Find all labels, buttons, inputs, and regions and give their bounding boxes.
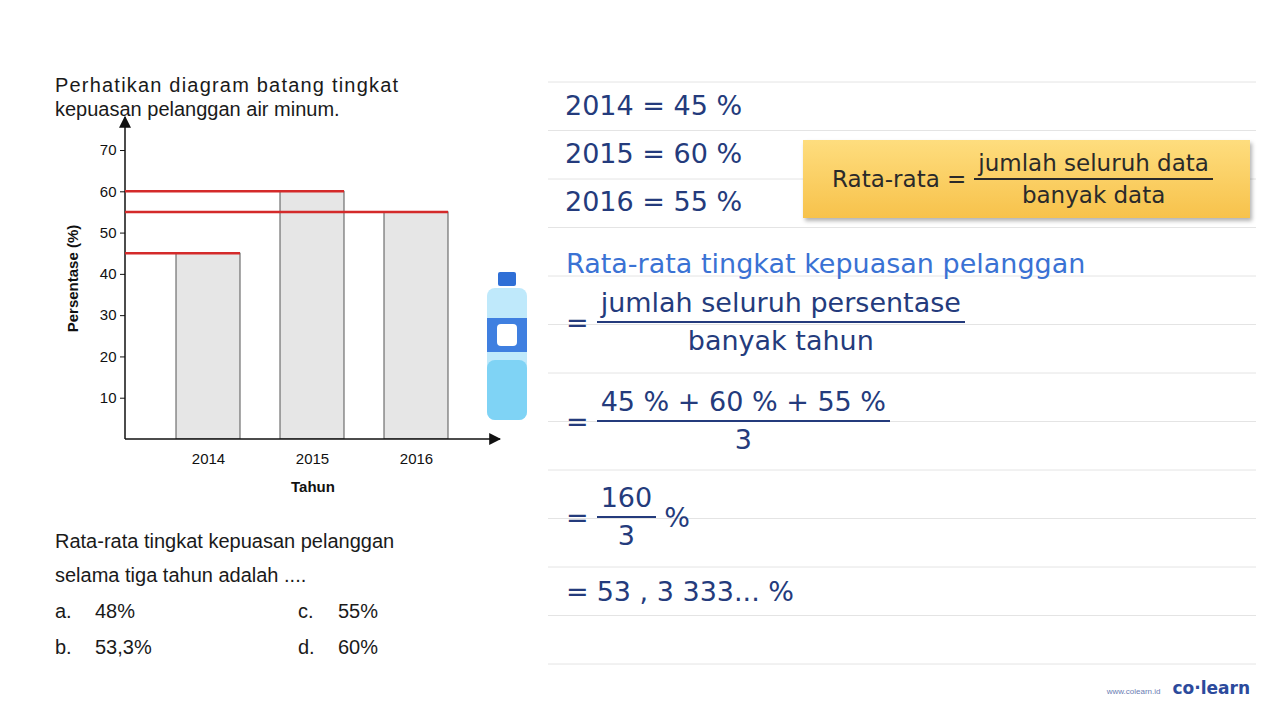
html-text:Rata-rata tingkat kepuasan pel: Rata-rata tingkat kepuasan pelanggan bbox=[55, 530, 395, 552]
html-text:45 % + 60 % + 55 %: 45 % + 60 % + 55 % bbox=[600, 386, 886, 417]
html-text:jumlah seluruh data: jumlah seluruh data bbox=[978, 150, 1209, 176]
svg-text:10: 10 bbox=[100, 389, 117, 406]
html-text:2015 = 60 %: 2015 = 60 % bbox=[565, 138, 743, 169]
html-text:2014 = 45 %: 2014 = 45 % bbox=[565, 90, 743, 121]
svg-text:50: 50 bbox=[100, 224, 117, 241]
svg-text:Persentase (%): Persentase (%) bbox=[64, 225, 81, 333]
html-text:kepuasan pelanggan air minum.: kepuasan pelanggan air minum. bbox=[55, 98, 340, 120]
html-text:60%: 60% bbox=[338, 636, 378, 658]
html-text:53,3%: 53,3% bbox=[95, 636, 152, 658]
html-text:= 53 , 3 333... %: = 53 , 3 333... % bbox=[566, 576, 794, 607]
html-text:jumlah seluruh persentase: jumlah seluruh persentase bbox=[600, 287, 961, 318]
svg-text:70: 70 bbox=[100, 141, 117, 158]
html-text:3: 3 bbox=[617, 520, 635, 551]
html-text:a.: a. bbox=[55, 600, 72, 622]
svg-text:60: 60 bbox=[100, 183, 117, 200]
html-text:b.: b. bbox=[55, 636, 72, 658]
html-text:55%: 55% bbox=[338, 600, 378, 622]
html-text:2016 = 55 %: 2016 = 55 % bbox=[565, 186, 743, 217]
html-text:selama tiga tahun adalah ....: selama tiga tahun adalah .... bbox=[55, 564, 307, 586]
html-text:Rata-rata tingkat kepuasan pel: Rata-rata tingkat kepuasan pelanggan bbox=[566, 248, 1086, 279]
html-text:Rata-rata =: Rata-rata = bbox=[832, 166, 967, 192]
svg-text:Tahun: Tahun bbox=[291, 478, 335, 495]
svg-text:2016: 2016 bbox=[400, 450, 433, 467]
html-text:c.: c. bbox=[298, 600, 314, 622]
html-text:Perhatikan diagram batang ting: Perhatikan diagram batang tingkat bbox=[55, 74, 400, 96]
svg-text:40: 40 bbox=[100, 265, 117, 282]
svg-text:30: 30 bbox=[100, 306, 117, 323]
html-text:160: 160 bbox=[600, 482, 653, 513]
svg-text:2015: 2015 bbox=[296, 450, 329, 467]
html-text:d.: d. bbox=[298, 636, 315, 658]
html-text:co·learn: co·learn bbox=[1172, 678, 1250, 698]
html-text:banyak data: banyak data bbox=[1021, 182, 1166, 208]
svg-text:2014: 2014 bbox=[192, 450, 225, 467]
html-text:3: 3 bbox=[734, 424, 752, 455]
html-text:www.colearn.id: www.colearn.id bbox=[1106, 687, 1161, 696]
svg-text:20: 20 bbox=[100, 348, 117, 365]
html-text:48%: 48% bbox=[95, 600, 135, 622]
html-text:banyak tahun: banyak tahun bbox=[687, 325, 874, 356]
